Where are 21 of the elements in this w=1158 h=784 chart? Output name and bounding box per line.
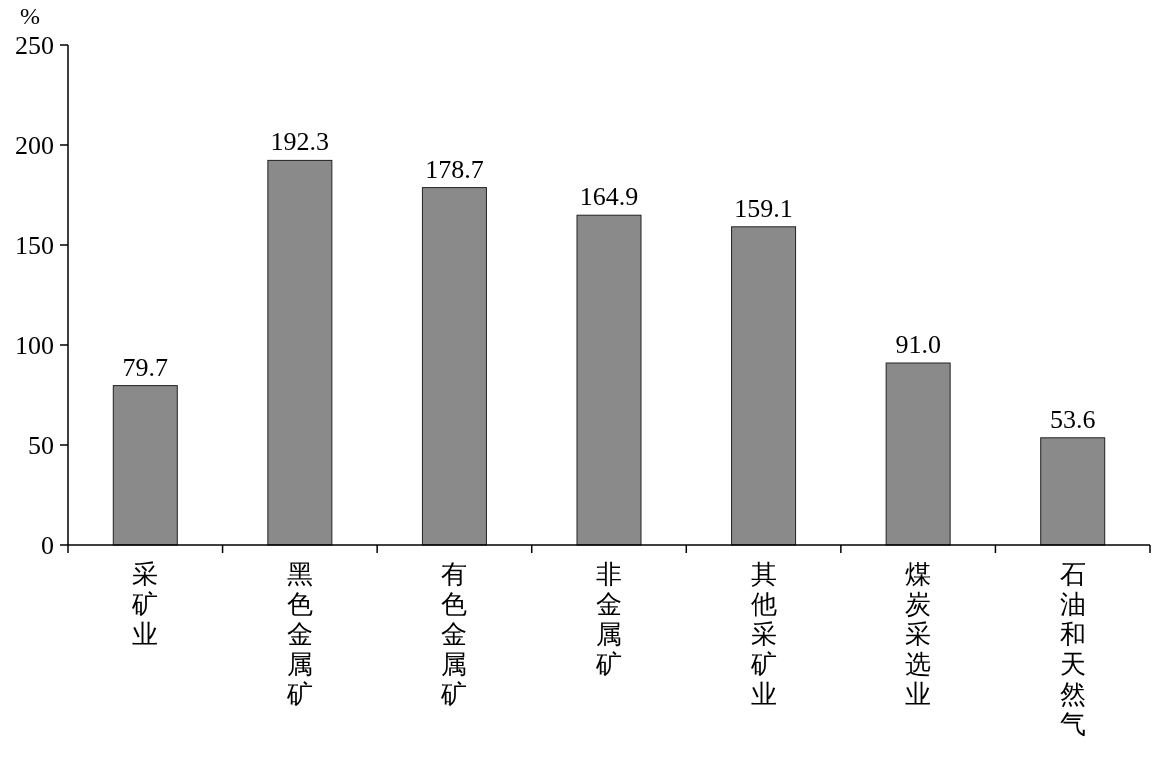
y-tick-label: 200 [15, 131, 54, 160]
y-tick-label: 250 [15, 31, 54, 60]
x-tick-label: 采矿业 [131, 560, 159, 649]
x-tick-label: 煤炭采选业 [905, 560, 932, 709]
data-label: 53.6 [1049, 404, 1096, 434]
data-label: 79.7 [122, 352, 169, 382]
data-label: 91.0 [895, 330, 941, 359]
y-axis-title: % [20, 3, 40, 29]
y-tick-label: 0 [41, 531, 54, 560]
x-tick-label: 黑色金属矿 [285, 560, 313, 709]
x-tick-label: 有色金属矿 [440, 560, 468, 709]
y-tick-label: 150 [15, 231, 54, 260]
data-label: 159.1 [734, 193, 793, 223]
data-label: 192.3 [270, 127, 330, 157]
x-tick-label: 石油和天然气 [1059, 560, 1086, 739]
x-tick-label: 非金属矿 [595, 560, 622, 679]
data-label: 178.7 [425, 154, 484, 184]
data-label: 164.9 [579, 182, 639, 212]
y-tick-label: 50 [28, 431, 54, 460]
y-tick-label: 100 [15, 331, 54, 360]
x-tick-label: 其他采矿业 [749, 560, 777, 709]
